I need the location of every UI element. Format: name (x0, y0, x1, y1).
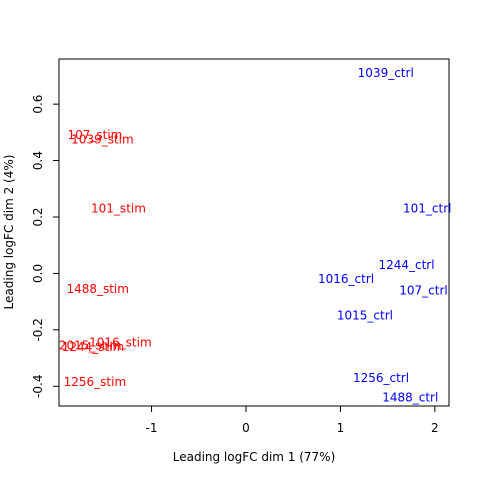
plot-frame (58, 58, 450, 407)
point-label-1244-ctrl: 1244_ctrl (378, 258, 434, 272)
point-label-1488-stim: 1488_stim (66, 282, 129, 296)
point-label-1039-stim: 1039_stim (71, 132, 134, 146)
y-axis-label: Leading logFC dim 2 (4%) (2, 155, 16, 310)
point-label-1016-stim: 1016_stim (89, 336, 152, 350)
x-axis-label: Leading logFC dim 1 (77%) (173, 450, 336, 464)
point-label-1256-ctrl: 1256_ctrl (353, 371, 409, 385)
point-label-107-stim: 107_stim (67, 128, 122, 142)
y-tick-label: -0.4 (31, 375, 45, 398)
point-label-1244-stim: 1244_stim (62, 340, 125, 354)
y-tick-label: -0.2 (31, 318, 45, 341)
y-tick-label: 0.6 (31, 95, 45, 114)
x-axis: -1 0 1 2 (146, 405, 439, 435)
x-tick-label: -1 (146, 421, 158, 435)
point-label-1016-ctrl: 1016_ctrl (318, 272, 374, 286)
point-label-1015-ctrl: 1015_ctrl (337, 309, 393, 323)
x-tick-label: 1 (337, 421, 345, 435)
y-tick-label: 0.0 (31, 264, 45, 283)
y-tick-label: 0.4 (31, 151, 45, 170)
x-tick-label: 2 (431, 421, 439, 435)
point-label-1256-stim: 1256_stim (64, 375, 127, 389)
point-label-101-stim: 101_stim (91, 202, 146, 216)
point-label-1488-ctrl: 1488_ctrl (382, 391, 438, 405)
y-tick-label: 0.2 (31, 207, 45, 226)
y-axis: -0.4 -0.2 0.0 0.2 0.4 0.6 (31, 95, 60, 398)
point-label-2015-stim: 2015_stim (59, 338, 122, 352)
point-label-101-ctrl: 101_ctrl (403, 202, 451, 216)
point-label-1039-ctrl: 1039_ctrl (358, 66, 414, 80)
x-tick-label: 0 (242, 421, 250, 435)
point-label-107-ctrl: 107_ctrl (399, 283, 447, 297)
